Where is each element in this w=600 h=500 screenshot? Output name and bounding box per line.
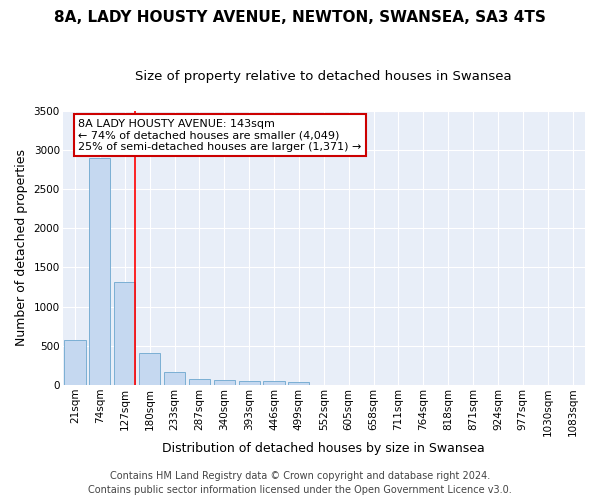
Bar bbox=[89, 158, 110, 385]
Text: Contains HM Land Registry data © Crown copyright and database right 2024.
Contai: Contains HM Land Registry data © Crown c… bbox=[88, 471, 512, 495]
Text: 8A, LADY HOUSTY AVENUE, NEWTON, SWANSEA, SA3 4TS: 8A, LADY HOUSTY AVENUE, NEWTON, SWANSEA,… bbox=[54, 10, 546, 25]
Bar bbox=[64, 340, 86, 385]
Bar bbox=[139, 353, 160, 385]
Y-axis label: Number of detached properties: Number of detached properties bbox=[15, 150, 28, 346]
Bar bbox=[114, 282, 136, 385]
Bar bbox=[289, 382, 310, 385]
Bar bbox=[239, 380, 260, 385]
X-axis label: Distribution of detached houses by size in Swansea: Distribution of detached houses by size … bbox=[163, 442, 485, 455]
Bar bbox=[189, 379, 210, 385]
Text: 8A LADY HOUSTY AVENUE: 143sqm
← 74% of detached houses are smaller (4,049)
25% o: 8A LADY HOUSTY AVENUE: 143sqm ← 74% of d… bbox=[78, 119, 362, 152]
Title: Size of property relative to detached houses in Swansea: Size of property relative to detached ho… bbox=[136, 70, 512, 83]
Bar bbox=[263, 381, 284, 385]
Bar bbox=[214, 380, 235, 385]
Bar bbox=[164, 372, 185, 385]
